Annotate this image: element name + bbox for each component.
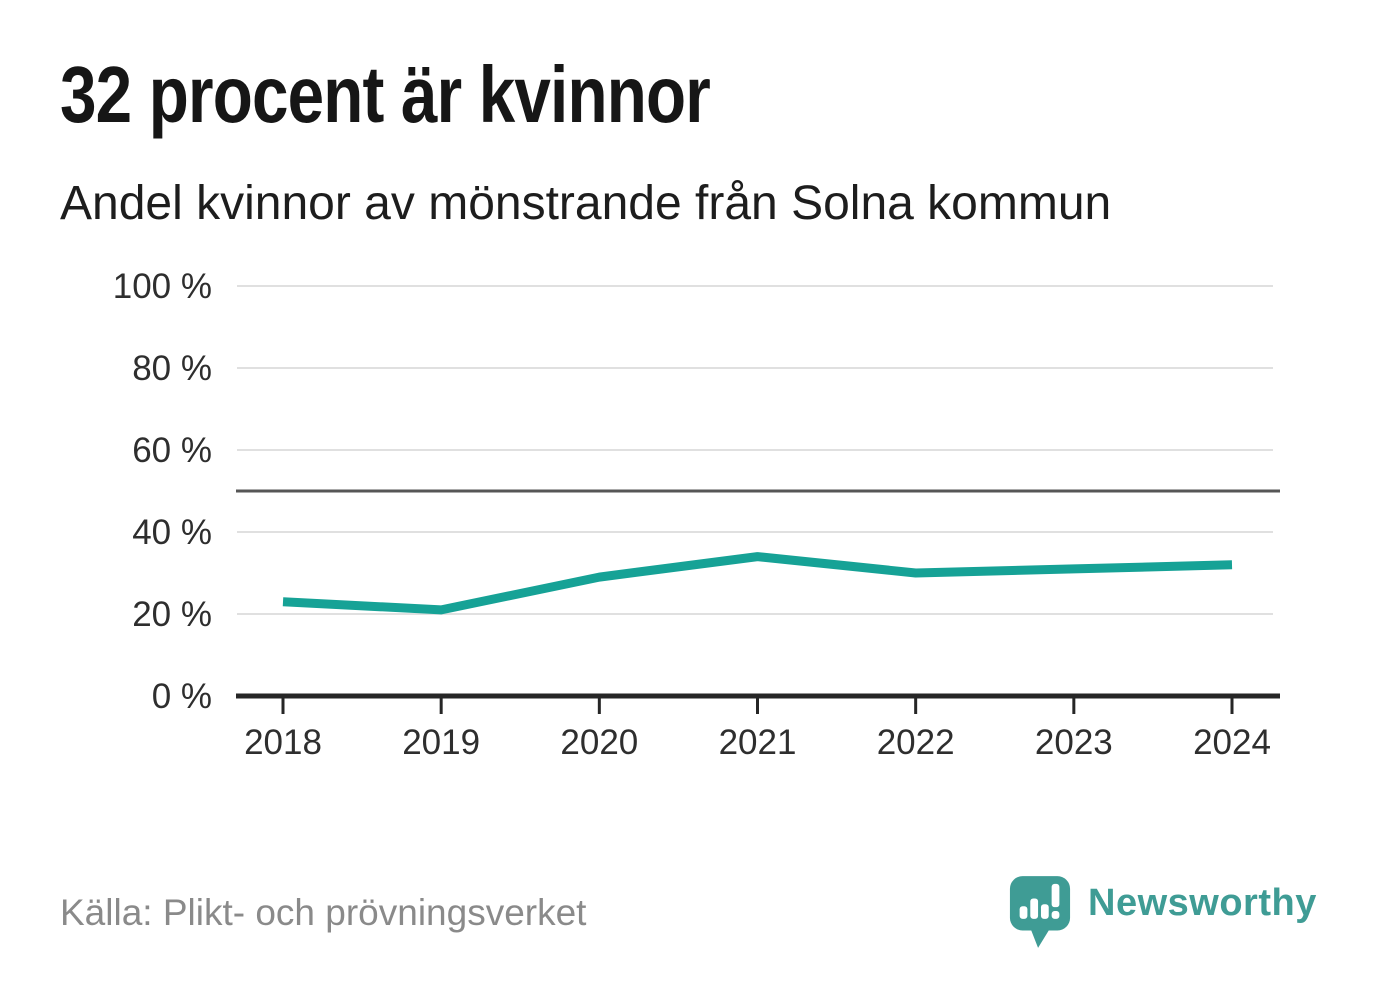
logo-exclamation-dot xyxy=(1051,911,1060,919)
chart-title: 32 procent är kvinnor xyxy=(60,50,711,139)
x-tick-label: 2022 xyxy=(877,723,955,762)
newsworthy-logo: Newsworthy xyxy=(1008,874,1317,952)
x-tick-label: 2018 xyxy=(244,723,322,762)
source-attribution: Källa: Plikt- och prövningsverket xyxy=(60,892,587,933)
x-tick-label: 2023 xyxy=(1035,723,1113,762)
y-tick-label: 20 % xyxy=(132,595,212,634)
x-tick-label: 2021 xyxy=(719,723,797,762)
x-tick-label: 2024 xyxy=(1193,723,1271,762)
newsworthy-wordmark: Newsworthy xyxy=(1088,882,1317,924)
y-tick-label: 80 % xyxy=(132,349,212,388)
y-tick-label: 60 % xyxy=(132,431,212,470)
data-line xyxy=(282,552,1233,615)
y-tick-label: 40 % xyxy=(132,513,212,552)
y-tick-label: 0 % xyxy=(152,677,212,716)
logo-bubble-shape xyxy=(1009,876,1071,948)
line-chart: 0 % 20 % 40 % 60 % 80 % 100 % 2018 2019 2020 2021… xyxy=(113,267,1280,762)
logo-exclamation-bar xyxy=(1051,883,1060,908)
chart-subtitle: Andel kvinnor av mönstrande från Solna k… xyxy=(60,177,1112,230)
newsworthy-logo-icon xyxy=(1009,876,1071,948)
x-tick-label: 2019 xyxy=(402,723,480,762)
y-tick-label: 100 % xyxy=(113,267,212,306)
logo-bar-medium xyxy=(1040,904,1049,919)
x-tick-label: 2020 xyxy=(560,723,638,762)
logo-bar-tall xyxy=(1030,898,1039,919)
logo-bar-short xyxy=(1019,906,1028,919)
